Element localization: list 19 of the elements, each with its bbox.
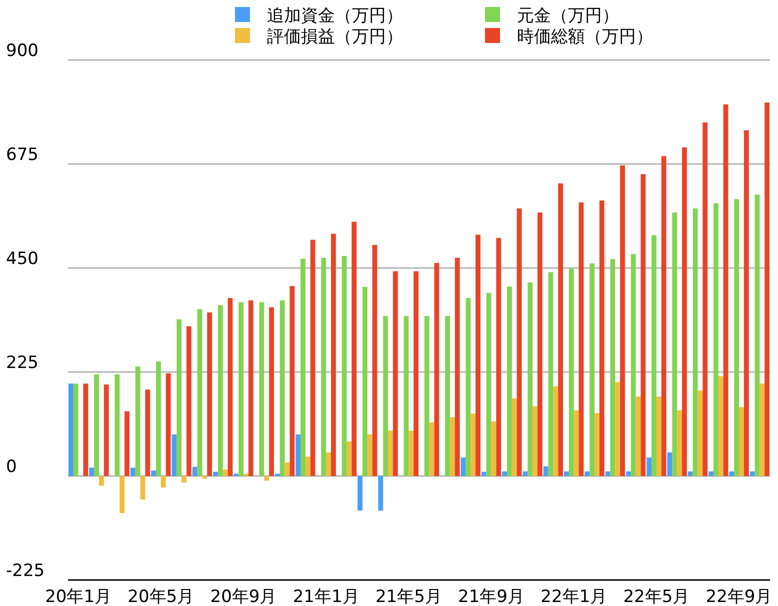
legend-label: 評価損益（万円） [267,27,403,47]
y-tick-label: 0 [6,457,17,477]
x-tick-label: 20年1月 [45,587,112,606]
x-tick-label: 20年9月 [210,587,277,606]
x-tick-label: 22年9月 [706,587,772,606]
x-tick-label: 21年9月 [458,587,524,606]
y-tick-label: -225 [6,561,45,581]
legend-label: 元金（万円） [517,6,619,26]
x-tick-label: 22年5月 [623,587,690,606]
x-tick-label: 21年5月 [375,587,442,606]
y-tick-label: 225 [6,353,38,373]
y-tick-label: 675 [6,145,38,165]
x-tick-label: 21年1月 [292,587,360,606]
x-tick-label: 22年1月 [540,587,608,606]
x-tick-label: 20年5月 [128,587,194,606]
legend-label: 追加資金（万円） [267,6,403,26]
legend-label: 時価総額（万円） [517,27,653,47]
y-tick-label: 450 [6,249,38,269]
y-tick-label: 900 [6,41,38,61]
